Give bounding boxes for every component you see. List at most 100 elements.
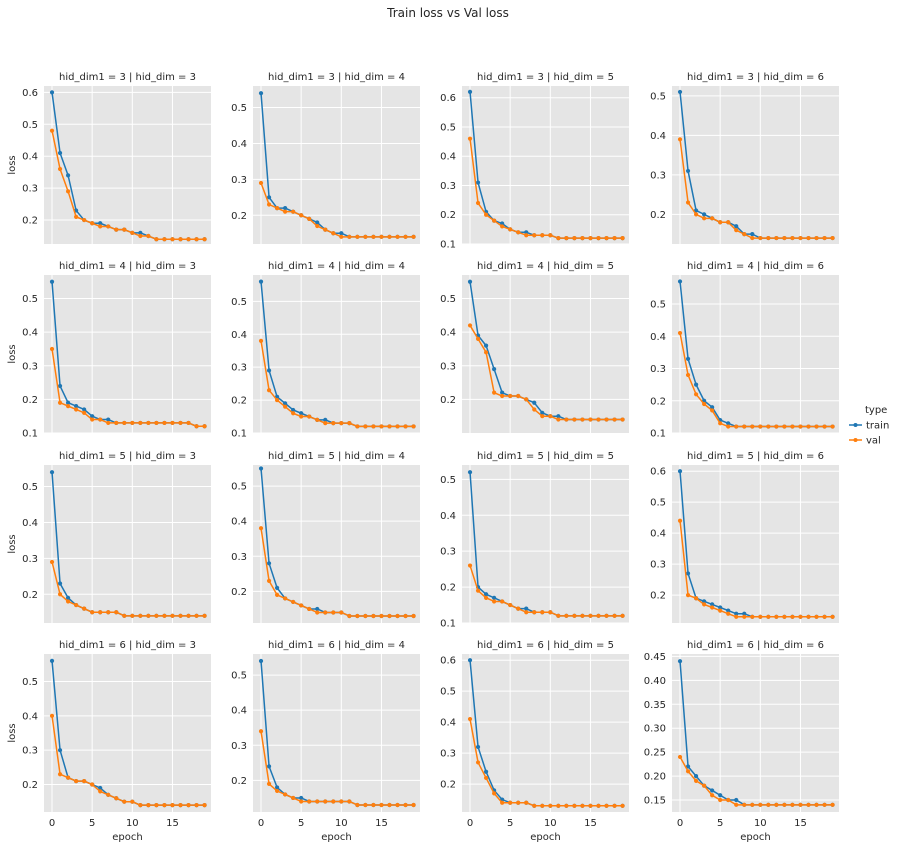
point-val <box>98 224 103 229</box>
point-val <box>774 802 779 807</box>
plot-area <box>253 465 420 623</box>
point-val <box>492 390 497 395</box>
point-val <box>355 613 360 619</box>
point-val <box>742 232 747 237</box>
point-val <box>532 407 537 412</box>
x-tick-label: 15 <box>584 818 597 829</box>
y-tick-label: 0.4 <box>650 529 666 540</box>
point-val <box>291 411 296 416</box>
point-val <box>395 424 400 429</box>
y-tick-label: 0.1 <box>440 240 456 251</box>
point-train <box>710 788 715 793</box>
y-tick-label: 0.4 <box>440 718 456 729</box>
point-val <box>798 614 803 619</box>
y-tick-label: 0.5 <box>440 687 456 698</box>
point-val <box>98 789 103 794</box>
point-val <box>162 420 167 426</box>
point-val <box>830 802 835 807</box>
x-tick-label: 5 <box>507 818 513 829</box>
y-tick-label: 0.5 <box>22 677 38 688</box>
point-val <box>90 417 95 422</box>
point-val <box>323 799 328 804</box>
point-val <box>122 613 127 618</box>
point-val <box>516 393 521 399</box>
y-tick-label: 0.2 <box>650 396 666 407</box>
point-val <box>677 518 683 523</box>
panel-title: hid_dim1 = 6 | hid_dim = 4 <box>268 640 405 651</box>
point-val <box>524 233 529 238</box>
y-tick-label: 0.4 <box>22 711 38 722</box>
x-tick-label: 0 <box>49 818 55 829</box>
point-val <box>532 610 537 615</box>
point-val <box>693 596 699 601</box>
point-val <box>202 613 207 618</box>
y-tick-label: 0.4 <box>231 330 247 341</box>
point-train <box>98 221 103 226</box>
y-tick-label: 0.1 <box>231 429 247 440</box>
y-tick-label: 0.3 <box>22 554 38 565</box>
point-val <box>540 414 545 419</box>
point-val <box>742 614 747 619</box>
point-val <box>266 388 272 393</box>
plot-area <box>44 465 211 623</box>
point-val <box>508 227 513 232</box>
point-val <box>395 234 400 239</box>
y-tick-label: 0.5 <box>440 294 456 305</box>
point-val <box>612 613 617 618</box>
point-val <box>65 775 71 780</box>
point-val <box>540 610 545 615</box>
point-train <box>65 595 71 600</box>
point-train <box>702 599 707 604</box>
panel-title: hid_dim1 = 6 | hid_dim = 3 <box>59 640 196 651</box>
y-tick-label: 0.20 <box>644 772 666 783</box>
point-val <box>347 613 352 619</box>
point-val <box>588 236 593 241</box>
point-val <box>572 803 577 808</box>
point-val <box>596 613 601 618</box>
point-val <box>685 372 691 378</box>
point-val <box>564 613 569 618</box>
facet-panel-10: 0.2 0.3 0.4 0.5 hid_dim1 = 5 | hid_dim = 4 <box>231 451 420 623</box>
x-tick-label: 0 <box>467 818 473 829</box>
facet-panel-12: 0.2 0.3 0.4 0.5 0.6 hid_dim1 = 5 | hid_dim = … <box>650 451 839 623</box>
point-train <box>726 421 731 426</box>
point-train <box>677 279 683 284</box>
plot-area <box>44 275 211 433</box>
point-val <box>315 417 320 422</box>
y-tick-label: 0.5 <box>231 671 247 682</box>
x-tick-label: 10 <box>335 818 348 829</box>
point-train <box>718 793 723 798</box>
y-tick-label: 0.3 <box>440 547 456 558</box>
point-val <box>395 802 400 808</box>
point-val <box>106 224 111 229</box>
point-val <box>331 231 336 236</box>
point-val <box>500 800 505 805</box>
point-val <box>162 237 167 242</box>
panel-title: hid_dim1 = 5 | hid_dim = 3 <box>59 451 196 462</box>
point-val <box>766 424 771 429</box>
facet-panel-3: 0.1 0.2 0.3 0.4 0.5 0.6 hid_dim1 = 3 | hid_dim… <box>440 72 629 251</box>
y-tick-label: 0.5 <box>22 120 38 131</box>
plot-area <box>44 86 211 244</box>
point-val <box>685 769 691 774</box>
point-val <box>122 227 127 232</box>
point-val <box>403 802 408 808</box>
point-train <box>677 89 683 95</box>
point-val <box>57 166 63 172</box>
point-val <box>387 424 392 429</box>
point-val <box>822 802 827 807</box>
point-val <box>726 424 731 429</box>
point-val <box>524 800 529 805</box>
point-val <box>718 797 723 803</box>
point-train <box>710 602 715 607</box>
point-val <box>339 799 344 804</box>
point-val <box>814 235 819 241</box>
point-val <box>564 803 569 808</box>
point-val <box>483 775 489 781</box>
y-tick-label: 0.2 <box>231 211 247 222</box>
point-val <box>331 799 336 804</box>
y-tick-label: 0.5 <box>440 122 456 133</box>
point-val <box>596 417 601 422</box>
point-val <box>98 417 103 422</box>
point-val <box>307 216 312 221</box>
